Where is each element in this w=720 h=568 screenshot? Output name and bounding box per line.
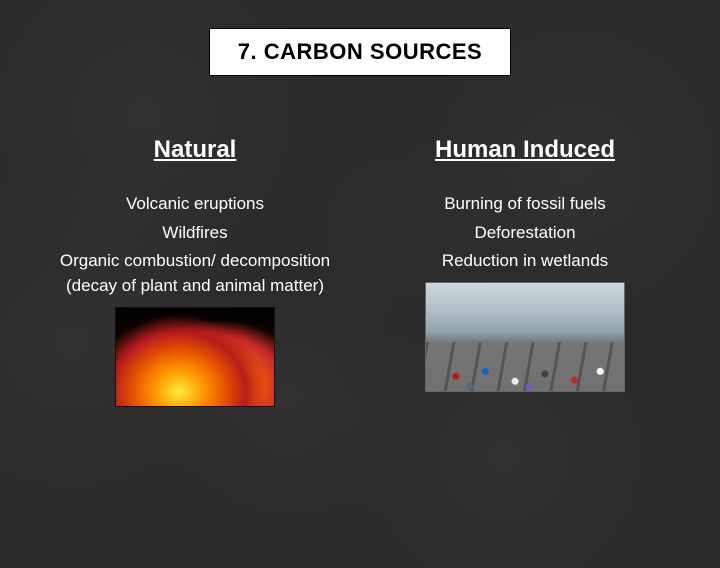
column-natural: Natural Volcanic eruptions Wildfires Org… — [45, 136, 345, 407]
list-item: Wildfires — [45, 221, 345, 246]
column-human-induced: Human Induced Burning of fossil fuels De… — [375, 136, 675, 407]
columns-container: Natural Volcanic eruptions Wildfires Org… — [0, 136, 720, 407]
list-item: Organic combustion/ decomposition (decay… — [45, 249, 345, 298]
list-item: Reduction in wetlands — [375, 249, 675, 274]
heading-human-induced: Human Induced — [375, 136, 675, 164]
heading-natural: Natural — [45, 136, 345, 164]
slide-title: 7. CARBON SOURCES — [238, 39, 482, 65]
list-item: Volcanic eruptions — [45, 192, 345, 217]
list-item: Burning of fossil fuels — [375, 192, 675, 217]
list-item: Deforestation — [375, 221, 675, 246]
highway-traffic-image — [425, 282, 625, 392]
wildfire-image — [115, 307, 275, 407]
title-box: 7. CARBON SOURCES — [209, 28, 511, 76]
